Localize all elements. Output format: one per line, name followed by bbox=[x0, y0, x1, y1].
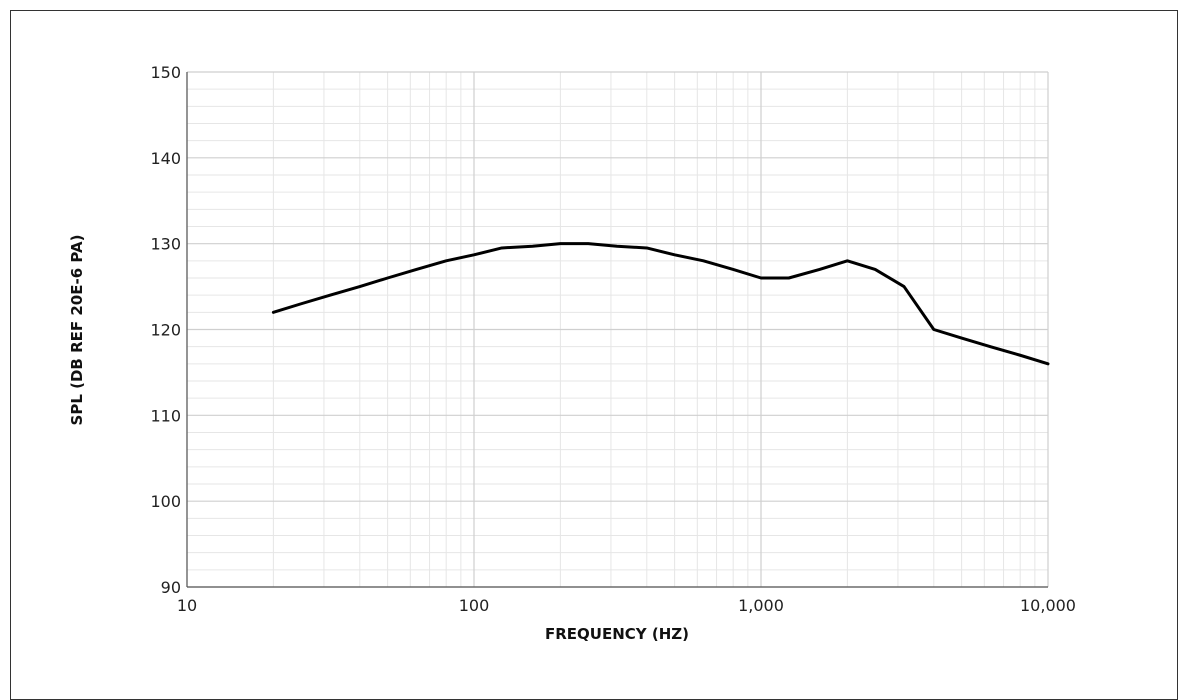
x-tick-label: 1,000 bbox=[738, 596, 784, 615]
y-tick-label: 100 bbox=[150, 492, 181, 511]
y-tick-labels: 90 100 110 120 130 140 150 bbox=[150, 63, 181, 597]
y-tick-label: 110 bbox=[150, 406, 181, 425]
y-tick-label: 90 bbox=[161, 578, 181, 597]
major-grid bbox=[186, 71, 1049, 588]
y-tick-label: 130 bbox=[150, 235, 181, 254]
y-tick-label: 150 bbox=[150, 63, 181, 82]
x-tick-labels: 10 100 1,000 10,000 bbox=[177, 596, 1076, 615]
series-layer bbox=[271, 242, 1050, 366]
axes bbox=[186, 72, 1048, 588]
y-axis-title: SPL (DB REF 20E-6 PA) bbox=[68, 235, 86, 426]
y-tick-label: 120 bbox=[150, 321, 181, 340]
x-tick-label: 10,000 bbox=[1020, 596, 1076, 615]
x-tick-label: 10 bbox=[177, 596, 197, 615]
x-axis-title: FREQUENCY (HZ) bbox=[545, 625, 689, 643]
y-tick-label: 140 bbox=[150, 149, 181, 168]
x-tick-label: 100 bbox=[459, 596, 490, 615]
series-line bbox=[271, 242, 1050, 366]
